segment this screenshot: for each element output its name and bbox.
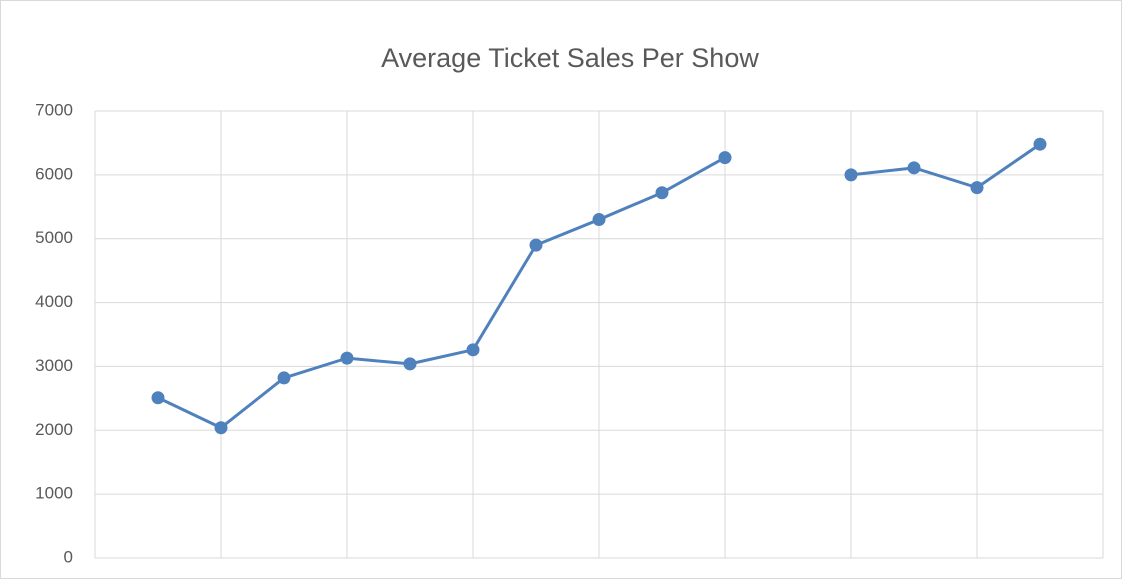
y-tick-label: 7000 — [35, 100, 73, 119]
point — [529, 238, 543, 252]
point — [718, 151, 732, 165]
line — [157, 142, 1041, 430]
y-tick-label: 4000 — [35, 292, 73, 311]
point — [970, 181, 984, 195]
point — [1033, 137, 1047, 151]
point — [340, 351, 354, 365]
point — [592, 213, 606, 227]
y-tick-label: 1000 — [35, 484, 73, 503]
chart-title: Average Ticket Sales Per Show — [381, 43, 759, 73]
point — [277, 371, 291, 385]
point — [466, 343, 480, 357]
point — [655, 186, 669, 200]
y-tick-label: 5000 — [35, 228, 73, 247]
y-tick-label: 0 — [64, 547, 73, 566]
point — [151, 391, 165, 405]
point — [907, 161, 921, 175]
y-tick-label: 6000 — [35, 164, 73, 183]
point — [403, 357, 417, 371]
point — [844, 168, 858, 182]
y-tick-label: 2000 — [35, 420, 73, 439]
y-tick-label: 3000 — [35, 356, 73, 375]
point — [214, 421, 228, 435]
